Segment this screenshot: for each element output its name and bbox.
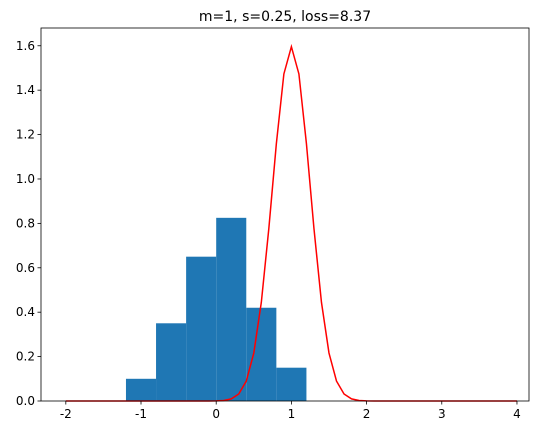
density-line bbox=[65, 43, 517, 402]
histogram-bar bbox=[276, 367, 307, 401]
y-tick-label: 0.0 bbox=[16, 394, 35, 408]
histogram-bar bbox=[216, 217, 247, 401]
y-tick-label: 0.4 bbox=[16, 305, 35, 319]
x-tick-label: 4 bbox=[513, 407, 521, 421]
x-tick-label: -2 bbox=[60, 407, 72, 421]
x-tick-label: 0 bbox=[212, 407, 220, 421]
y-tick-label: 0.6 bbox=[16, 261, 35, 275]
y-tick-label: 1.6 bbox=[16, 39, 35, 53]
histogram-bar bbox=[186, 256, 217, 401]
histogram-bar bbox=[156, 323, 187, 401]
x-tick-label: 2 bbox=[363, 407, 371, 421]
axes-frame bbox=[40, 27, 530, 402]
chart-title: m=1, s=0.25, loss=8.37 bbox=[199, 9, 371, 25]
histogram-bar bbox=[246, 307, 277, 401]
x-tick-label: 1 bbox=[288, 407, 296, 421]
y-tick-label: 0.2 bbox=[16, 350, 35, 364]
y-tick-label: 1.0 bbox=[16, 172, 35, 186]
histogram-bar bbox=[125, 378, 157, 401]
y-tick-label: 0.8 bbox=[16, 216, 35, 230]
x-tick-label: 3 bbox=[438, 407, 446, 421]
x-tick-label: -1 bbox=[135, 407, 147, 421]
y-tick-label: 1.2 bbox=[16, 128, 35, 142]
y-tick-label: 1.4 bbox=[16, 83, 35, 97]
